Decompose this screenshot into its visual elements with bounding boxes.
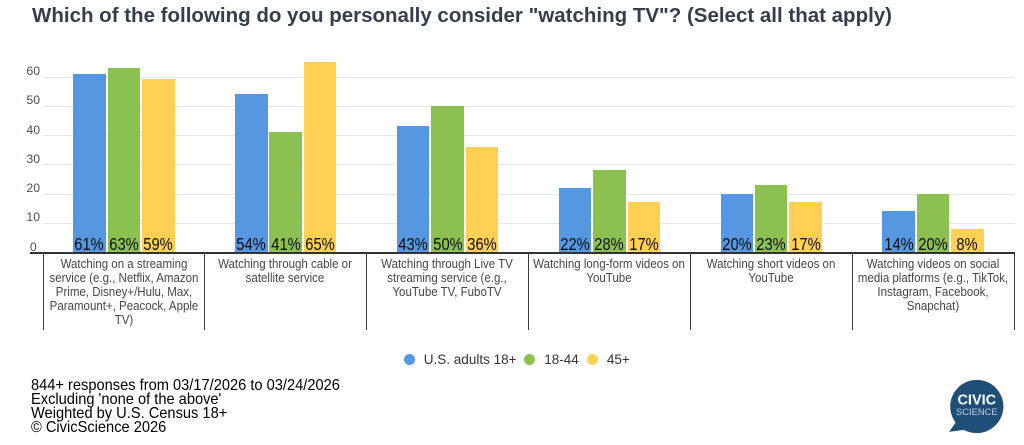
svg-text:SCIENCE: SCIENCE (956, 406, 998, 417)
svg-text:CIVIC: CIVIC (957, 393, 996, 409)
